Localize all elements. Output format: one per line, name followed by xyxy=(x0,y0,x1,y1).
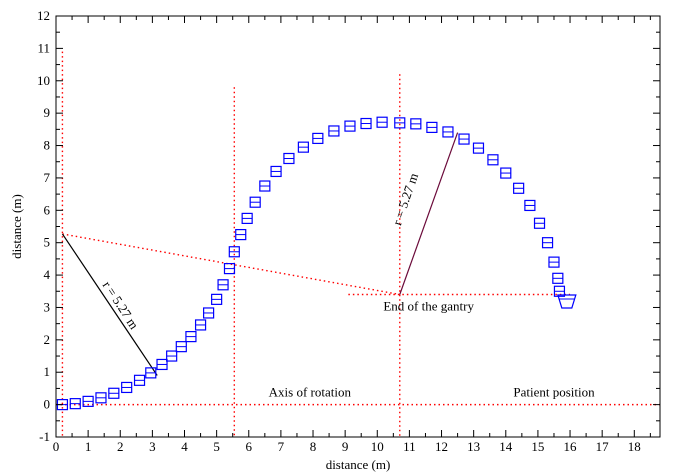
x-axis-title: distance (m) xyxy=(326,457,391,472)
y-tick-label: 6 xyxy=(44,202,51,217)
x-tick-label: 4 xyxy=(181,439,188,454)
data-series xyxy=(56,116,577,411)
x-tick-label: 7 xyxy=(278,439,285,454)
radius-line xyxy=(61,233,158,376)
radius-label-right: r = 5.27 m xyxy=(389,171,421,227)
x-tick-label: 12 xyxy=(435,439,448,454)
patient-position-label: Patient position xyxy=(513,385,595,400)
y-tick-label: 2 xyxy=(44,332,51,347)
y-tick-label: -1 xyxy=(39,429,50,444)
reference-lines xyxy=(56,51,660,437)
x-tick-label: 14 xyxy=(499,439,513,454)
end-of-gantry-symbol xyxy=(557,294,577,309)
y-tick-label: 3 xyxy=(44,299,51,314)
y-tick-label: 11 xyxy=(37,40,50,55)
y-tick-label: 7 xyxy=(44,170,51,185)
end-of-gantry-label: End of the gantry xyxy=(383,299,474,314)
axis-ticks xyxy=(55,15,660,438)
dotted-segment xyxy=(62,233,400,296)
y-tick-label: 12 xyxy=(37,8,50,23)
x-tick-label: 18 xyxy=(628,439,641,454)
x-tick-label: 13 xyxy=(467,439,480,454)
y-tick-label: 0 xyxy=(44,397,51,412)
plot-frame xyxy=(55,15,661,438)
x-tick-label: 15 xyxy=(531,439,544,454)
y-tick-label: 1 xyxy=(44,364,51,379)
x-tick-label: 0 xyxy=(53,439,60,454)
y-tick-label: 4 xyxy=(44,267,51,282)
x-tick-label: 6 xyxy=(246,439,253,454)
y-tick-label: 9 xyxy=(44,105,51,120)
tick-labels: 0 1 2 3 4 5 6 7 8 9 10 11 12 13 14 15 16 17 18-10123456789… xyxy=(37,8,641,454)
plot-border xyxy=(55,15,661,438)
radius-lines xyxy=(61,132,459,376)
radius-label-left: r = 5.27 m xyxy=(100,278,142,332)
y-tick-label: 10 xyxy=(37,73,50,88)
x-tick-label: 2 xyxy=(117,439,124,454)
x-tick-label: 8 xyxy=(310,439,317,454)
x-tick-label: 1 xyxy=(85,439,92,454)
y-tick-label: 5 xyxy=(44,235,51,250)
axis-of-rotation-label: Axis of rotation xyxy=(269,385,352,400)
x-tick-label: 16 xyxy=(564,439,578,454)
y-axis-title: distance (m) xyxy=(9,194,24,259)
x-tick-label: 9 xyxy=(342,439,349,454)
x-tick-label: 17 xyxy=(596,439,610,454)
x-tick-label: 11 xyxy=(403,439,416,454)
y-tick-label: 8 xyxy=(44,138,51,153)
radius-line xyxy=(399,132,459,295)
x-tick-label: 3 xyxy=(149,439,156,454)
x-tick-label: 5 xyxy=(213,439,220,454)
x-tick-label: 10 xyxy=(371,439,384,454)
